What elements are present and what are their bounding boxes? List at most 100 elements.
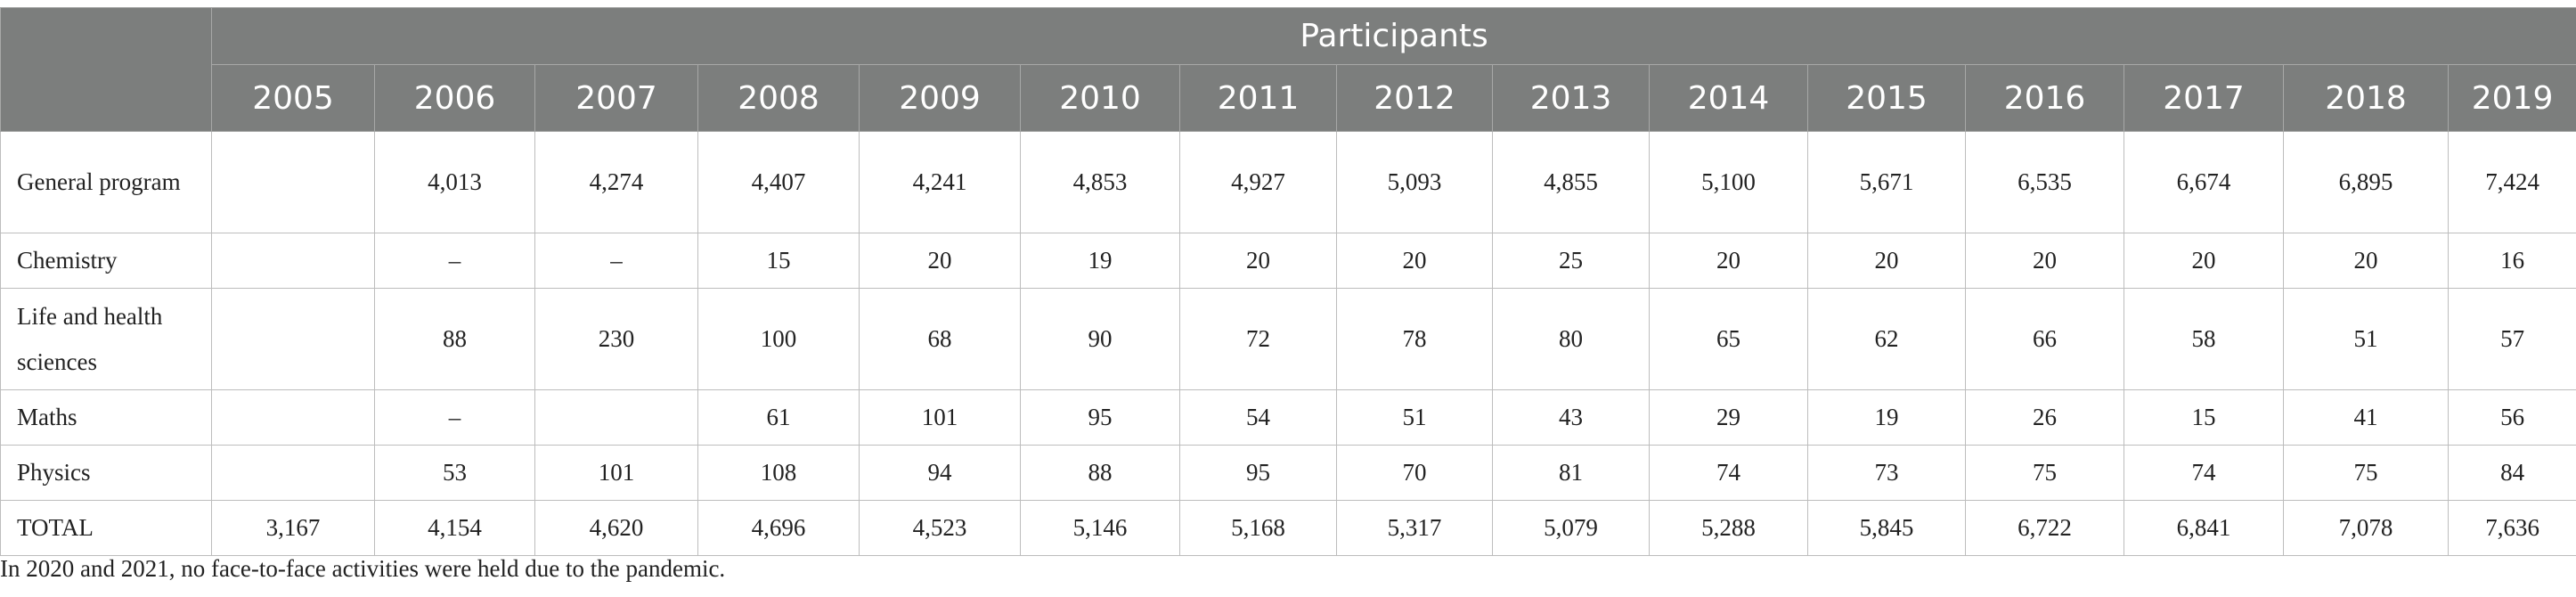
table-cell: 108 [697, 445, 860, 501]
table-cell: 15 [2124, 389, 2284, 446]
table-cell: 29 [1649, 389, 1808, 446]
table-cell: 95 [1020, 389, 1180, 446]
table-cell: 75 [2283, 445, 2449, 501]
table-cell: 51 [1336, 389, 1493, 446]
table-cell: 88 [374, 288, 535, 390]
table-cell: 58 [2124, 288, 2284, 390]
participants-group-header: Participants [210, 7, 2576, 65]
table-cell: 51 [2283, 288, 2449, 390]
table-cell: 53 [374, 445, 535, 501]
table-cell: 5,845 [1807, 500, 1966, 556]
table-cell: 75 [1965, 445, 2124, 501]
table-row: Chemistry – –15 20 19 20 20 25 20 20 20 20 20 16 [0, 233, 2576, 289]
table-cell: 80 [1492, 288, 1650, 390]
year-header-2018: 2018 [2283, 64, 2449, 132]
table-cell [534, 389, 698, 446]
row-label: TOTAL [0, 500, 212, 556]
table-cell: 5,317 [1336, 500, 1493, 556]
table-cell: 4,013 [374, 131, 535, 233]
table-cell: 72 [1179, 288, 1337, 390]
table-cell: 5,079 [1492, 500, 1650, 556]
table-cell: 4,154 [374, 500, 535, 556]
participants-table: Participants 2005 2006 2007 2008 2009 2010 201… [0, 7, 2576, 556]
table-cell: 70 [1336, 445, 1493, 501]
table-cell: 4,241 [859, 131, 1021, 233]
table-cell: 4,523 [859, 500, 1021, 556]
row-label: Maths [0, 389, 212, 446]
table-cell [211, 288, 375, 390]
year-header-2005: 2005 [211, 64, 375, 132]
year-header-2007: 2007 [534, 64, 698, 132]
table-cell: 20 [1965, 233, 2124, 289]
table-cell: 16 [2447, 233, 2576, 289]
table-cell: 20 [1336, 233, 1493, 289]
year-header-2009: 2009 [859, 64, 1021, 132]
table-cell: 62 [1807, 288, 1966, 390]
table-cell: 5,168 [1179, 500, 1337, 556]
table-cell: 6,674 [2124, 131, 2284, 233]
table-cell [211, 389, 375, 446]
table-cell: 4,274 [534, 131, 698, 233]
table-cell: 41 [2283, 389, 2449, 446]
table-cell: 20 [1807, 233, 1966, 289]
table-cell: 43 [1492, 389, 1650, 446]
table-cell: 4,855 [1492, 131, 1650, 233]
table-cell: 6,722 [1965, 500, 2124, 556]
table-cell: 230 [534, 288, 698, 390]
table-cell: 20 [2124, 233, 2284, 289]
year-header-2015: 2015 [1807, 64, 1966, 132]
table-row: Maths – 61 101 95 54 51 43 29 19 26 15 41 56 [0, 389, 2576, 446]
table-row: General program 4,013 4,274 4,407 4,241 4,853… [0, 131, 2576, 233]
table-cell: 65 [1649, 288, 1808, 390]
table-cell: 15 [697, 233, 860, 289]
table-cell: 6,535 [1965, 131, 2124, 233]
row-label: Physics [0, 445, 212, 501]
table-cell: 4,696 [697, 500, 860, 556]
year-header-2006: 2006 [374, 64, 535, 132]
table-cell: – [374, 233, 535, 289]
table-cell: 20 [2283, 233, 2449, 289]
year-header-2008: 2008 [697, 64, 860, 132]
table-cell: 61 [697, 389, 860, 446]
table-cell: 88 [1020, 445, 1180, 501]
table-cell: 19 [1020, 233, 1180, 289]
year-header-2014: 2014 [1649, 64, 1808, 132]
table-cell: 78 [1336, 288, 1493, 390]
table-cell: 81 [1492, 445, 1650, 501]
table-cell: 7,424 [2447, 131, 2576, 233]
table-cell: 7,078 [2283, 500, 2449, 556]
year-header-2012: 2012 [1336, 64, 1493, 132]
table-cell: 20 [1179, 233, 1337, 289]
year-header-2013: 2013 [1492, 64, 1650, 132]
table-cell: 95 [1179, 445, 1337, 501]
table-cell: 5,093 [1336, 131, 1493, 233]
table-cell: 4,927 [1179, 131, 1337, 233]
table-cell [211, 445, 375, 501]
table-cell: 3,167 [211, 500, 375, 556]
table-cell: 5,671 [1807, 131, 1966, 233]
table-footnote: In 2020 and 2021, no face-to-face activi… [0, 555, 726, 582]
year-header-2011: 2011 [1179, 64, 1337, 132]
table-cell: 100 [697, 288, 860, 390]
table-cell: 6,841 [2124, 500, 2284, 556]
table-cell: – [374, 389, 535, 446]
table-cell: 74 [2124, 445, 2284, 501]
table-cell: 54 [1179, 389, 1337, 446]
table-cell: 19 [1807, 389, 1966, 446]
table-cell: 20 [1649, 233, 1808, 289]
table-cell: 101 [859, 389, 1021, 446]
table-row: TOTAL 3,167 4,154 4,620 4,696 4,523 5,146 5,168… [0, 500, 2576, 556]
row-label: Life and health sciences [0, 288, 212, 390]
table-cell: 6,895 [2283, 131, 2449, 233]
row-label: General program [0, 131, 212, 233]
table-cell: 7,636 [2447, 500, 2576, 556]
table-cell: 4,853 [1020, 131, 1180, 233]
year-header-2019: 2019 [2447, 64, 2576, 132]
table-cell: 94 [859, 445, 1021, 501]
year-header-2010: 2010 [1020, 64, 1180, 132]
table-cell: 5,146 [1020, 500, 1180, 556]
table-cell: 25 [1492, 233, 1650, 289]
table-cell [211, 233, 375, 289]
table-cell [211, 131, 375, 233]
table-cell: 84 [2447, 445, 2576, 501]
